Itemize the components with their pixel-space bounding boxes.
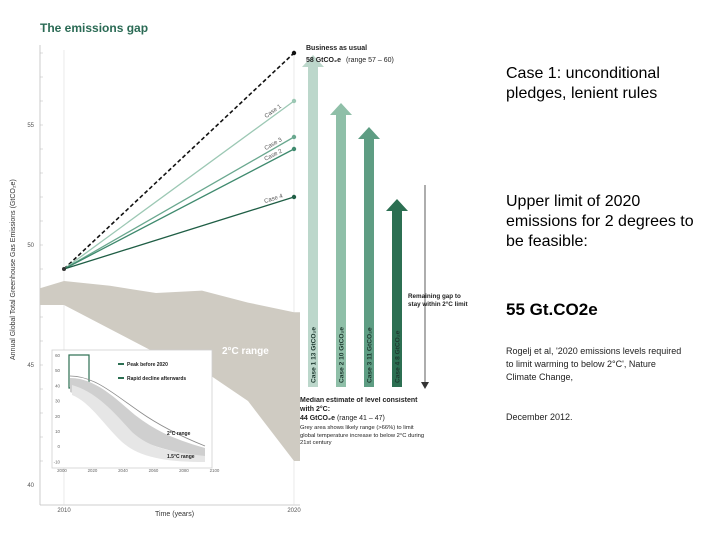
end-point-case-4 <box>291 194 297 200</box>
inset-y-tick-50: 50 <box>55 368 60 373</box>
end-point-case-1 <box>291 98 297 104</box>
bau-range: (range 57 – 60) <box>346 57 394 64</box>
line-business-as-usual <box>63 52 295 270</box>
gap-arrow-1 <box>302 55 324 387</box>
inset-2c-label: 2°C range <box>167 431 191 437</box>
remaining-gap-arrow-head <box>421 382 429 389</box>
inset-x-tick-2060: 2060 <box>149 468 159 473</box>
inset-chart: 2000 2020 2040 2060 2080 2100 60 50 40 30 20 10 0 -10… <box>51 349 220 473</box>
start-point <box>62 267 66 271</box>
end-point-case-3 <box>291 134 297 140</box>
line-case-2 <box>63 148 295 270</box>
inset-2c-range-area <box>70 378 205 458</box>
y-tick-40: 40 <box>27 483 34 489</box>
line-case-4 <box>63 196 295 270</box>
inset-y-tick-10: 10 <box>55 429 60 434</box>
gap-arrow-3 <box>358 127 380 387</box>
x-tick-2020: 2020 <box>287 508 301 514</box>
median-title: Median estimate of level consistent with… <box>300 397 418 413</box>
grey-area-note: Grey area shows likely range (>66%) to l… <box>300 425 425 446</box>
x-tick-2010: 2010 <box>57 508 71 514</box>
bau-label: Business as usual <box>306 45 367 52</box>
inset-1-5c-label: 1.5°C range <box>167 454 195 460</box>
inset-x-tick-2080: 2080 <box>179 468 189 473</box>
median-value: 44 GtCO₂e <box>300 415 336 423</box>
line-case-1 <box>63 100 295 270</box>
gap-arrow-label-2: Case 2 10 GtCO₂e <box>339 327 346 383</box>
inset-x-tick-2100: 2100 <box>210 468 220 473</box>
end-point-case-2 <box>291 146 297 152</box>
end-point-business-as-usual <box>291 50 297 56</box>
inset-1-5c-range-area <box>72 385 205 462</box>
gap-arrow-2 <box>330 103 352 387</box>
x-axis-label: Time (years) <box>155 511 194 518</box>
inset-y-tick-20: 20 <box>55 414 60 419</box>
gap-arrow-label-3: Case 3 11 GtCO₂e <box>367 327 374 383</box>
upper-limit-value: 55 Gt.CO2e <box>506 300 598 319</box>
remaining-gap-label: Remaining gap to stay within 2°C limit <box>408 293 468 308</box>
median-range: (range 41 – 47) <box>336 415 385 423</box>
y-tick-55: 55 <box>27 123 34 129</box>
y-tick-45: 45 <box>27 363 34 369</box>
inset-x-tick-2000: 2000 <box>57 468 67 473</box>
inset-y-tick-30: 30 <box>55 399 60 404</box>
inset-legend-decline: Rapid decline afterwards <box>127 376 186 382</box>
citation-date: December 2012. <box>506 412 573 422</box>
line-label-case-4: Case 4 <box>264 193 285 205</box>
line-case-3 <box>63 136 295 270</box>
inset-y-tick-0: 0 <box>58 444 61 449</box>
gap-arrow-label-1: Case 1 13 GtCO₂e <box>311 327 318 383</box>
inset-y-tick--10: -10 <box>54 459 61 464</box>
gap-arrow-4 <box>386 199 408 387</box>
upper-limit-note: Upper limit of 2020 emissions for 2 degr… <box>506 193 694 250</box>
inset-ticks: 2000 2020 2040 2060 2080 2100 60 50 40 30 20 10 0 -10 <box>54 353 220 473</box>
inset-x-tick-2020: 2020 <box>88 468 98 473</box>
two-degree-band <box>40 281 300 461</box>
bau-value: 58 GtCO₂e <box>306 57 341 64</box>
inset-x-tick-2040: 2040 <box>118 468 128 473</box>
gap-arrow-label-4: Case 4 8 GtCO₂e <box>395 330 402 383</box>
y-axis-label: Annual Global Total Greenhouse Gas Emiss… <box>10 179 17 360</box>
inset-peak-line <box>69 375 206 447</box>
case1-note: Case 1: unconditional pledges, lenient r… <box>506 65 660 102</box>
band-label: 2°C range <box>222 346 269 357</box>
svg-text:58 GtCO₂e (range 57 – 60): 58 GtCO₂e (range 57 – 60) <box>306 57 394 64</box>
chart-title: The emissions gap <box>40 21 148 35</box>
y-tick-50: 50 <box>27 243 34 249</box>
inset-y-tick-40: 40 <box>55 383 60 388</box>
two-degree-band-area <box>40 281 300 461</box>
gap-arrows: Case 1 13 GtCO₂e Case 2 10 GtCO₂e Case 3 1… <box>302 55 429 389</box>
inset-y-tick-60: 60 <box>55 353 60 358</box>
inset-legend-peak: Peak before 2020 <box>127 362 168 368</box>
citation: Rogelj et al, '2020 emissions levels req… <box>506 346 682 382</box>
